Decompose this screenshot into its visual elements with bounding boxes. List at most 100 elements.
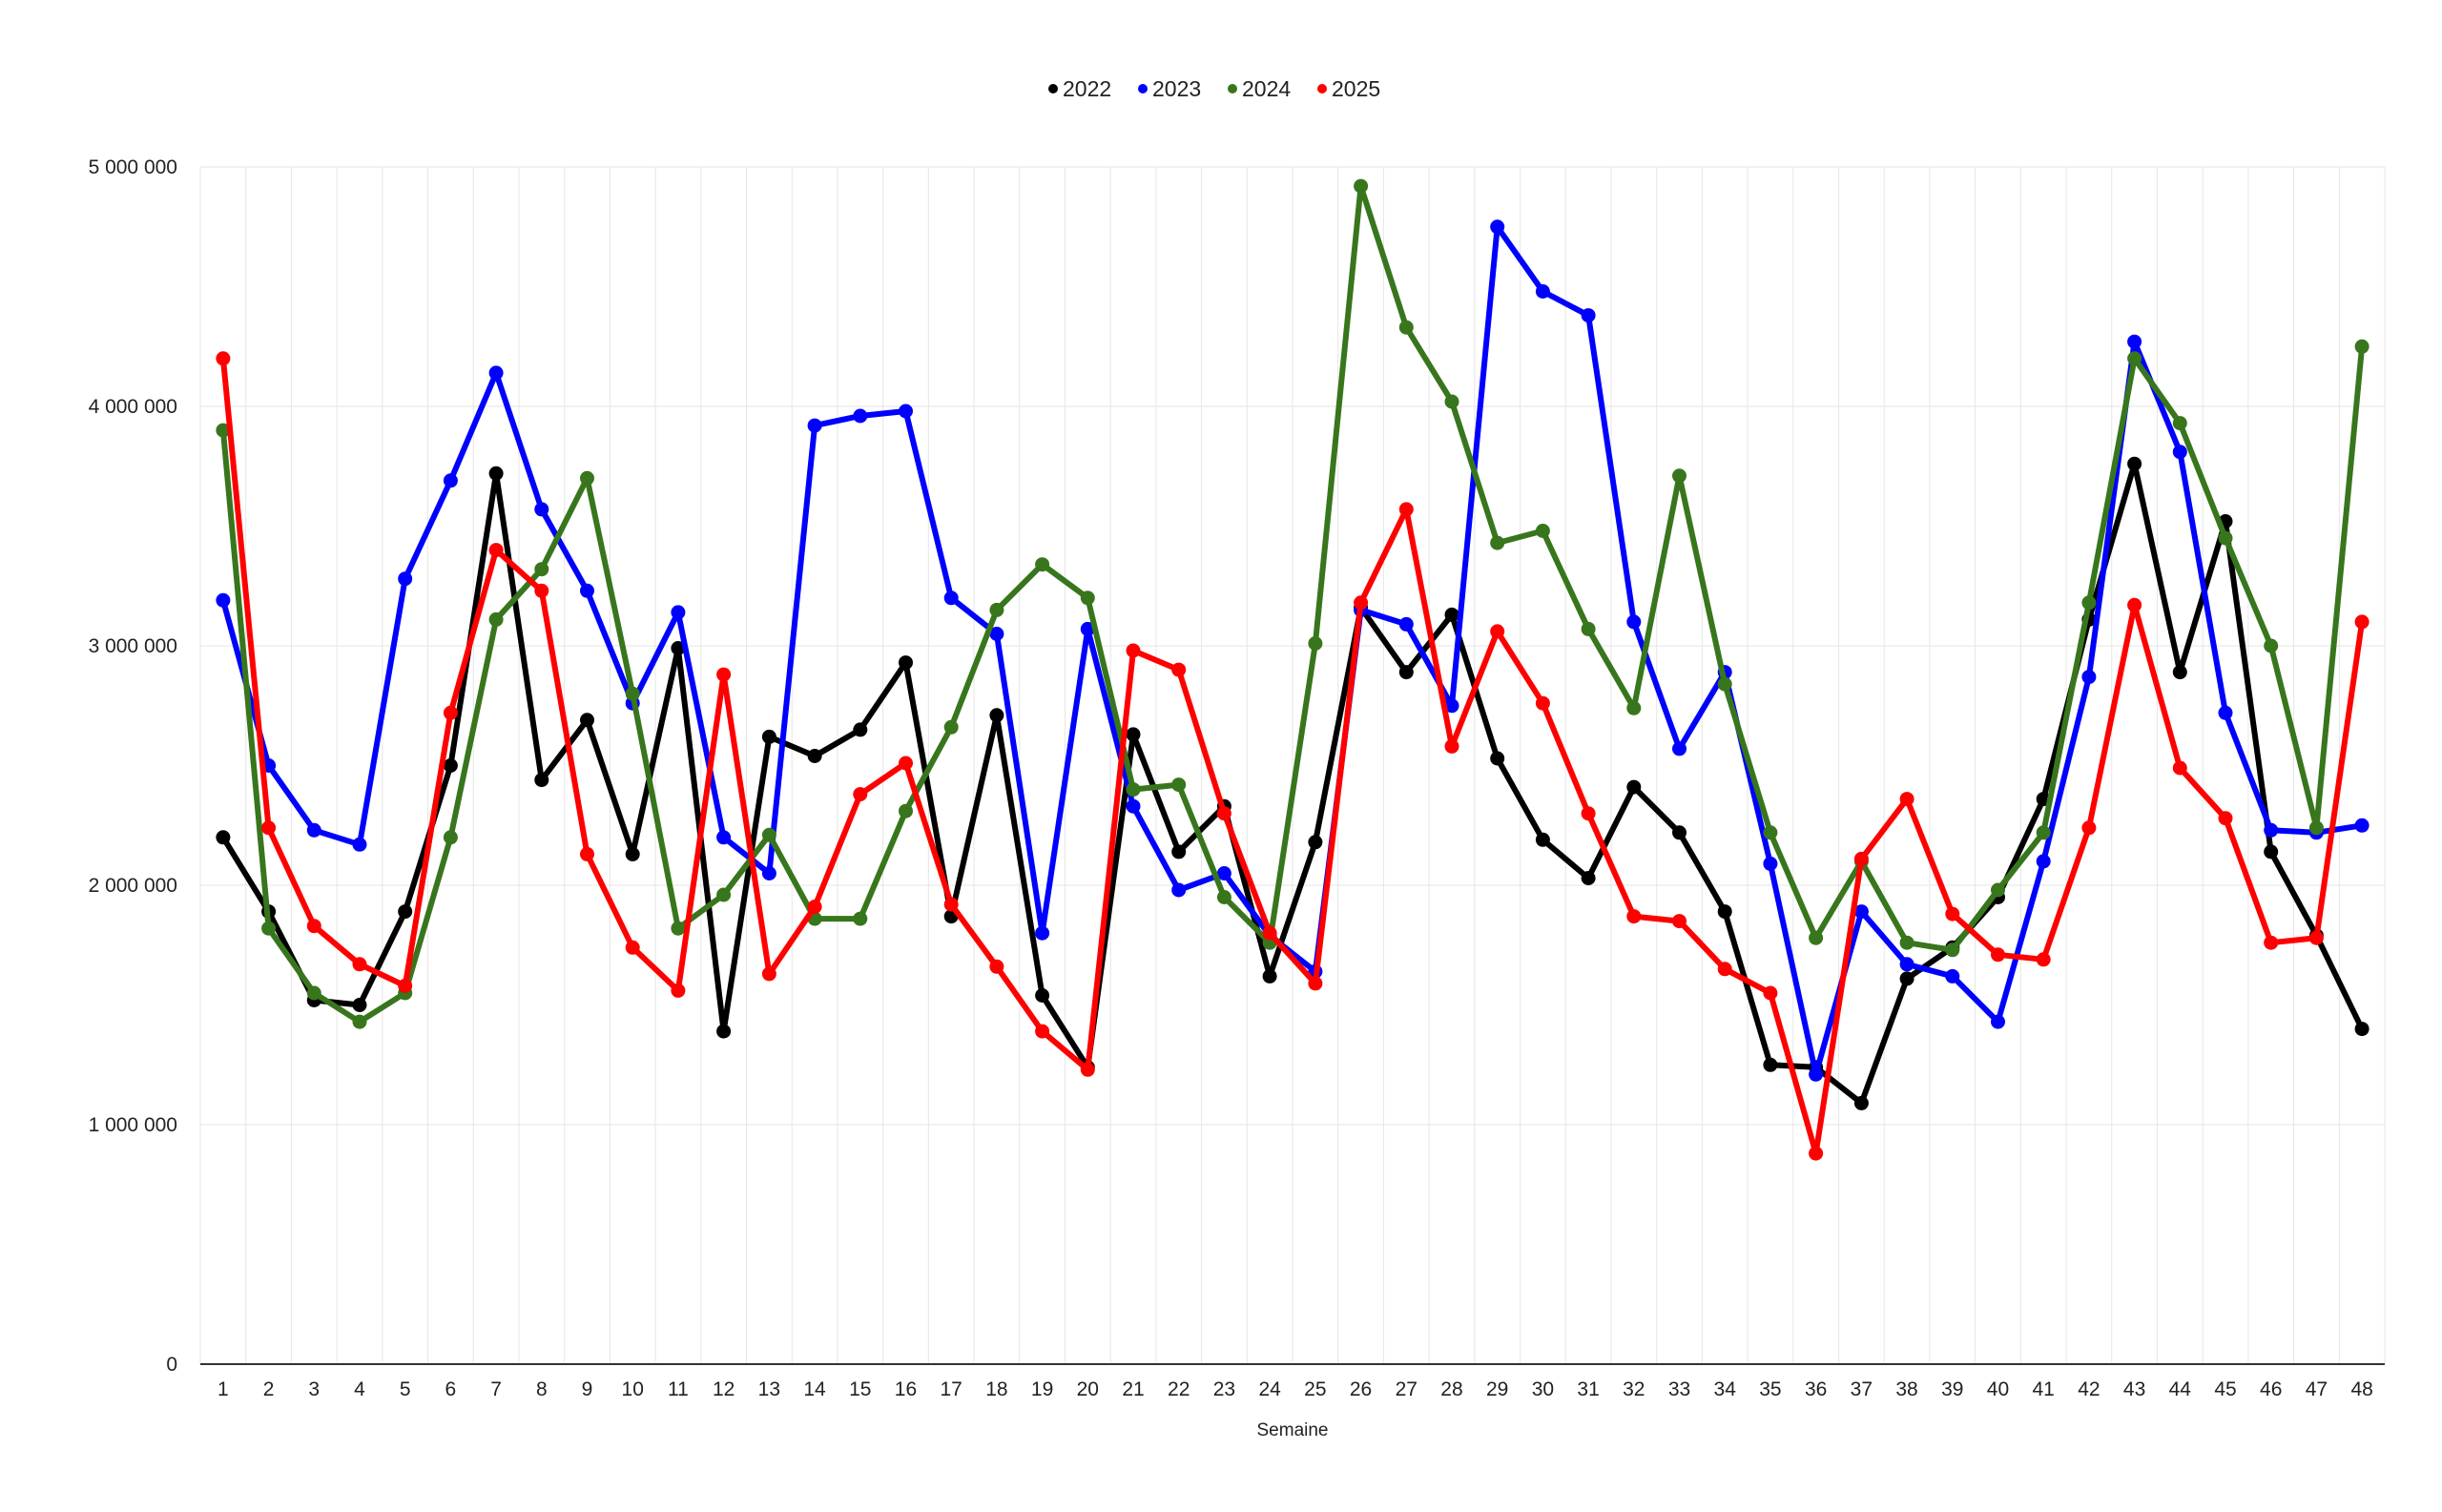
data-point	[1262, 968, 1277, 984]
data-point	[443, 473, 458, 488]
x-tick-label: 15	[849, 1378, 871, 1400]
data-point	[761, 827, 776, 842]
data-point	[534, 773, 549, 788]
data-point	[899, 756, 913, 771]
legend-marker	[1317, 84, 1327, 93]
x-tick-label: 39	[1941, 1378, 1963, 1400]
data-point	[1853, 851, 1869, 866]
data-point	[2264, 822, 2279, 838]
x-tick-label: 16	[895, 1378, 917, 1400]
data-point	[625, 686, 640, 701]
legend-label: 2024	[1242, 76, 1291, 101]
x-tick-label: 24	[1258, 1378, 1281, 1400]
x-tick-label: 20	[1077, 1378, 1099, 1400]
data-point	[1398, 320, 1414, 335]
data-point	[2354, 614, 2370, 630]
data-point	[1080, 590, 1095, 606]
y-tick-label: 0	[166, 1354, 177, 1376]
data-point	[1171, 777, 1187, 793]
data-point	[398, 571, 413, 587]
legend-item: 2022	[1048, 76, 1111, 101]
y-axis: 0 1 000 000 2 000 000 3 000 000 4 000 000 5 0…	[89, 156, 177, 1376]
data-point	[625, 846, 640, 861]
data-point	[443, 758, 458, 773]
data-point	[2354, 818, 2370, 833]
x-axis: 1 2 3 4 5 6 7 8 9 10 11 12 13 14 15 16 17 18 19 20 21 22 23 24 2…	[200, 1363, 2385, 1400]
data-point	[488, 365, 504, 381]
data-point	[1035, 557, 1050, 572]
data-point	[761, 729, 776, 744]
data-point	[2218, 811, 2233, 826]
data-point	[2264, 935, 2279, 950]
x-tick-label: 13	[758, 1378, 780, 1400]
x-tick-label: 44	[2169, 1378, 2192, 1400]
data-point	[1945, 968, 1960, 984]
data-point	[534, 583, 549, 598]
data-point	[1581, 621, 1596, 636]
data-point	[716, 887, 732, 902]
data-point	[1398, 616, 1414, 632]
data-point	[1763, 856, 1778, 871]
data-point	[807, 900, 822, 915]
data-point	[716, 830, 732, 845]
x-tick-label: 36	[1805, 1378, 1827, 1400]
y-tick-label: 1 000 000	[89, 1114, 177, 1136]
x-tick-label: 27	[1396, 1378, 1418, 1400]
data-point	[352, 998, 367, 1012]
x-tick-label: 21	[1122, 1378, 1144, 1400]
data-point	[1080, 1062, 1095, 1077]
x-tick-label: 47	[2306, 1378, 2328, 1400]
data-point	[1763, 985, 1778, 1001]
data-point	[2172, 760, 2187, 776]
data-point	[1398, 665, 1414, 680]
x-tick-label: 7	[490, 1378, 502, 1400]
x-tick-label: 2	[263, 1378, 275, 1400]
x-tick-label: 18	[985, 1378, 1007, 1400]
data-point	[1626, 700, 1642, 715]
series-line	[219, 223, 2366, 1078]
data-point	[488, 543, 504, 558]
legend-item: 2024	[1228, 76, 1291, 101]
data-point	[1991, 882, 2005, 898]
x-tick-label: 33	[1668, 1378, 1690, 1400]
data-point	[1853, 1095, 1869, 1110]
data-point	[1171, 882, 1187, 898]
data-point	[1626, 779, 1642, 795]
data-point	[1035, 925, 1050, 941]
x-tick-label: 41	[2033, 1378, 2055, 1400]
data-point	[1354, 595, 1369, 611]
data-point	[1080, 621, 1095, 636]
data-point	[1216, 866, 1231, 880]
data-point	[398, 904, 413, 920]
x-tick-label: 26	[1350, 1378, 1372, 1400]
data-point	[1444, 607, 1459, 622]
data-point	[807, 418, 822, 433]
data-point	[2218, 705, 2233, 720]
data-point	[2036, 825, 2051, 840]
x-tick-label: 40	[1987, 1378, 2009, 1400]
x-tick-label: 17	[941, 1378, 962, 1400]
x-axis-title: Semaine	[1257, 1420, 1329, 1440]
data-point	[261, 820, 277, 836]
data-point	[1535, 832, 1550, 847]
x-tick-label: 25	[1304, 1378, 1326, 1400]
data-point	[2127, 456, 2142, 471]
data-point	[716, 667, 732, 682]
data-point	[2081, 820, 2097, 836]
data-point	[261, 921, 277, 936]
data-point	[2354, 1022, 2370, 1037]
data-point	[943, 590, 959, 606]
data-point	[1717, 676, 1732, 692]
x-tick-label: 28	[1440, 1378, 1462, 1400]
data-point	[943, 897, 959, 912]
data-point	[1308, 976, 1323, 991]
data-point	[306, 822, 321, 838]
y-tick-label: 3 000 000	[89, 635, 177, 657]
data-point	[853, 787, 868, 802]
legend-item: 2025	[1317, 76, 1380, 101]
data-point	[2354, 339, 2370, 354]
data-point	[853, 911, 868, 926]
data-point	[2036, 952, 2051, 967]
x-tick-label: 37	[1851, 1378, 1873, 1400]
